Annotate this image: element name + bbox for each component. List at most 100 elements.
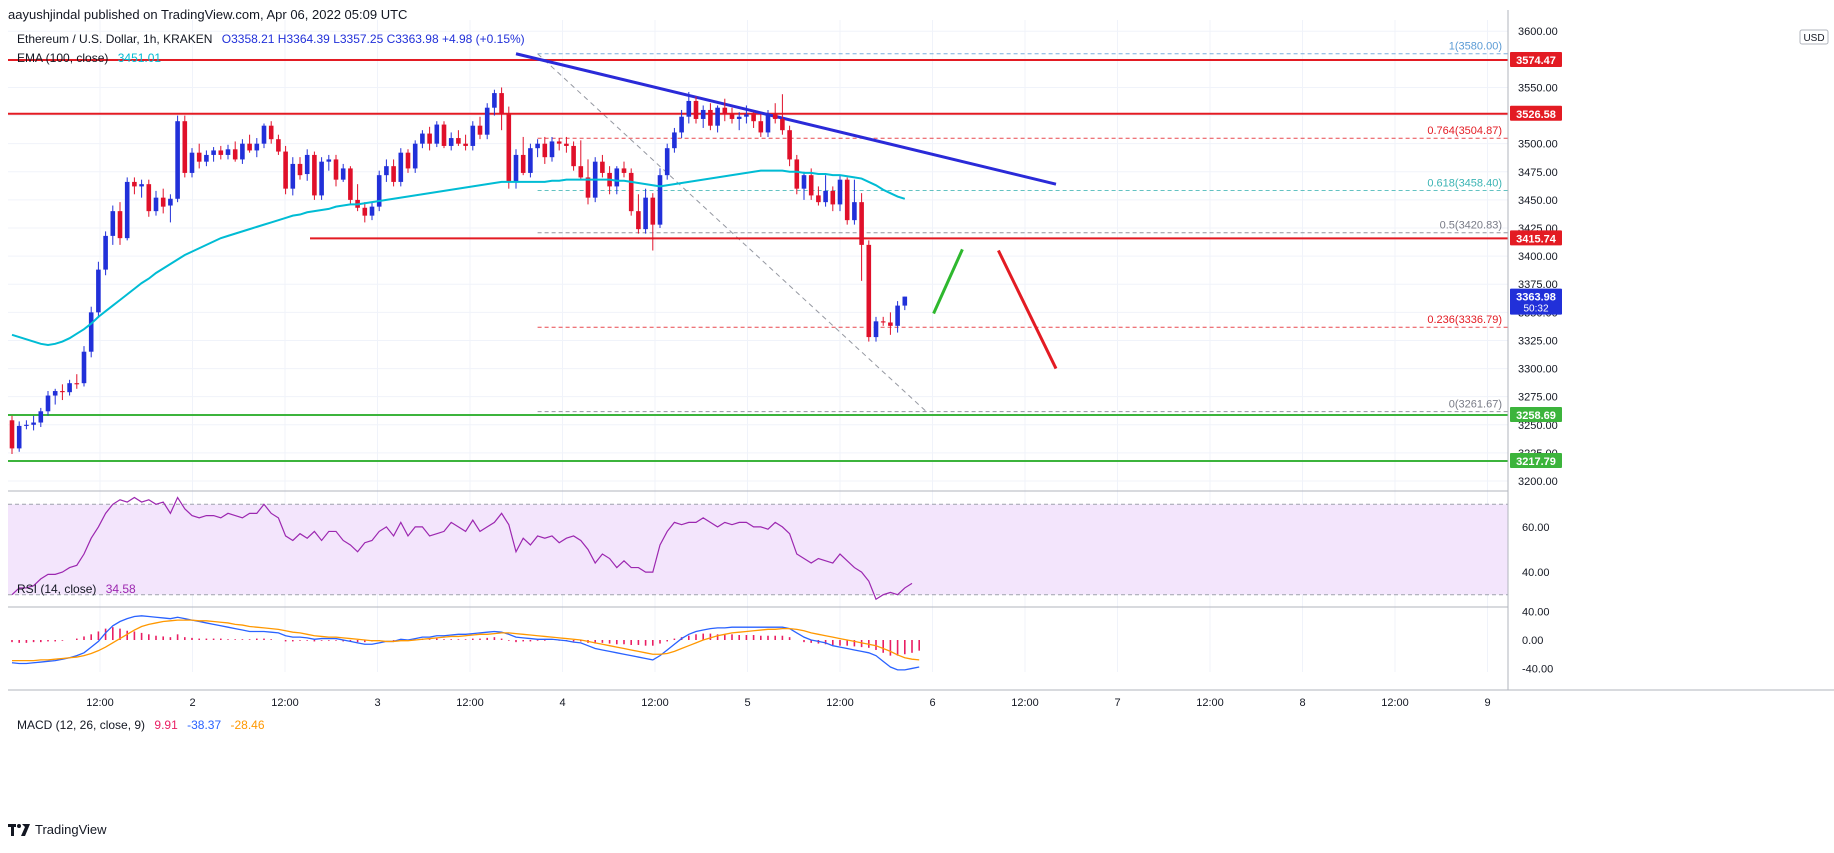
ema-value: 3451.01 (117, 51, 162, 65)
time-tick-label: 7 (1114, 697, 1120, 709)
price-tick-label: 3250.00 (1518, 420, 1558, 432)
candle-body (492, 93, 497, 108)
price-tick-label: 3475.00 (1518, 167, 1558, 179)
rsi-value: 34.58 (105, 582, 136, 596)
price-axis-badge-text: 3258.69 (1516, 410, 1556, 422)
price-tick-label: 3550.00 (1518, 82, 1558, 94)
macd-line (11, 615, 920, 671)
forecast-up-line (932, 248, 964, 315)
price-axis-badge-text: 3415.74 (1516, 233, 1557, 245)
candle-body (146, 184, 152, 212)
candle-body (96, 269, 101, 313)
symbol-name: Ethereum / U.S. Dollar, 1h, KRAKEN (17, 32, 213, 46)
candle-body (448, 138, 454, 146)
candle-body (859, 202, 864, 245)
tradingview-footer[interactable]: TradingView (8, 822, 107, 837)
candle-body (664, 148, 670, 176)
candle-body (866, 244, 872, 338)
time-tick-label: 8 (1299, 697, 1305, 709)
time-tick-label: 2 (189, 697, 195, 709)
candle-body (225, 149, 231, 155)
candle-body (110, 211, 116, 236)
candle-body (801, 175, 807, 189)
candle-body (852, 202, 857, 221)
candle-body (844, 179, 850, 221)
candle-body (657, 175, 663, 225)
candle-body (31, 422, 36, 425)
candle-body (211, 150, 216, 155)
candle-body (772, 114, 778, 119)
time-tick-label: 12:00 (271, 697, 299, 709)
candle-body (477, 125, 483, 135)
candle-body (254, 143, 260, 151)
candle-body (81, 351, 87, 384)
candle-body (513, 154, 519, 182)
candle-body (736, 116, 742, 119)
candle-body (484, 107, 490, 135)
candle-body (384, 166, 389, 176)
price-tick-label: 3325.00 (1518, 335, 1558, 347)
candle-body (276, 139, 281, 152)
candle-body (290, 163, 296, 189)
candle-body (398, 152, 404, 182)
candle-body (434, 124, 440, 144)
candle-body (549, 141, 555, 158)
candle-body (506, 114, 512, 182)
time-tick-label: 12:00 (1196, 697, 1224, 709)
candle-body (218, 150, 224, 155)
time-tick-label: 12:00 (86, 697, 114, 709)
indicator-layer (11, 169, 921, 671)
fib-level-label: 0.5(3420.83) (1440, 220, 1502, 232)
fib-level-label: 1(3580.00) (1449, 41, 1502, 53)
candle-body (16, 425, 22, 449)
candle-body (816, 195, 821, 203)
price-axis-badge (1510, 230, 1562, 246)
rsi-label: RSI (14, close) (17, 582, 97, 596)
candle-body (189, 152, 195, 173)
candle-body (369, 206, 375, 216)
publisher-caption: aayushjindal published on TradingView.co… (8, 7, 408, 22)
macd-signal-value: -28.46 (230, 718, 265, 732)
macd-legend[interactable]: MACD (12, 26, close, 9) 9.91 -38.37 -28.… (17, 718, 265, 732)
time-tick-label: 5 (744, 697, 750, 709)
candle-body (132, 181, 137, 187)
candle-body (895, 305, 900, 326)
candle-body (650, 197, 656, 225)
candle-body (808, 175, 814, 196)
candle-body (196, 152, 202, 162)
fib-level-label: 0.764(3504.87) (1427, 125, 1502, 137)
candle-body (686, 100, 692, 117)
candle-body (232, 149, 238, 160)
price-axis-badge-text: 3574.47 (1516, 55, 1556, 67)
symbol-legend: Ethereum / U.S. Dollar, 1h, KRAKEN O3358… (17, 32, 525, 46)
price-axis-badge (1510, 105, 1562, 121)
candle-body (117, 211, 123, 239)
candle-body (873, 321, 879, 338)
price-axis-badge-countdown: 50:32 (1523, 304, 1548, 315)
candle-body (9, 420, 15, 449)
tradingview-brand: TradingView (35, 822, 107, 837)
candle-body (297, 163, 303, 176)
candle-body (880, 321, 886, 323)
candle-body (729, 114, 735, 119)
candle-body (600, 161, 605, 173)
ema-legend[interactable]: EMA (100, close) 3451.01 (17, 51, 161, 65)
fib-level-label: 0.236(3336.79) (1427, 314, 1502, 326)
rsi-tick-label: 60.00 (1522, 522, 1550, 534)
candle-body (571, 145, 576, 167)
candle-body (312, 154, 317, 196)
candle-body (520, 154, 526, 173)
price-tick-label: 3275.00 (1518, 392, 1558, 404)
tradingview-logo-icon (8, 823, 30, 836)
rsi-legend[interactable]: RSI (14, close) 34.58 (17, 582, 136, 596)
candle-body (45, 395, 51, 412)
candle-body (412, 143, 418, 169)
candle-body (463, 143, 468, 146)
price-axis-badge-text: 3526.58 (1516, 109, 1556, 121)
candle-body (751, 114, 756, 122)
rsi-band (8, 504, 1508, 595)
candle-body (715, 107, 720, 126)
